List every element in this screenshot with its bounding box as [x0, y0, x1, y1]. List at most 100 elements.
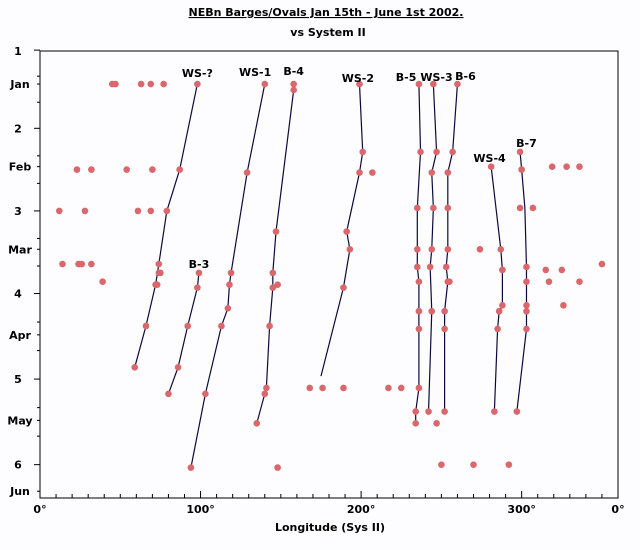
data-point: [505, 461, 513, 468]
data-point: [598, 260, 606, 268]
track-line: [167, 272, 200, 395]
data-point: [548, 163, 556, 170]
track-label: B-6: [455, 70, 476, 83]
x-tick-label: 0°: [611, 503, 624, 516]
track-point: [184, 322, 192, 330]
y-number-label: 2: [14, 122, 22, 135]
track-point: [414, 204, 421, 212]
data-point: [78, 260, 86, 268]
data-point: [157, 269, 164, 277]
track-point: [444, 169, 452, 176]
plot-area: [39, 50, 619, 499]
track-point: [523, 278, 530, 286]
y-number-label: 6: [14, 459, 22, 472]
track-point: [415, 80, 423, 88]
track-point: [433, 148, 440, 156]
data-point: [123, 166, 130, 173]
track-point: [442, 263, 450, 271]
data-point: [99, 278, 106, 286]
track-point: [441, 307, 448, 315]
track-point: [176, 166, 183, 173]
y-month-label: Mar: [8, 243, 32, 256]
track-point: [174, 363, 182, 371]
y-month-label: Apr: [9, 329, 31, 342]
data-point: [446, 278, 453, 286]
data-point: [319, 384, 326, 392]
track-point: [441, 325, 448, 333]
y-number-label: 5: [14, 373, 22, 386]
data-point: [529, 204, 537, 212]
track-line: [490, 166, 503, 412]
data-point: [149, 166, 156, 173]
chart-title: NEBn Barges/Ovals Jan 15th - June 1st 20…: [189, 6, 464, 19]
x-tick-label: 0°: [33, 503, 46, 516]
track-point: [425, 408, 432, 415]
x-tick-label: 300°: [507, 503, 535, 516]
track-label: WS-2: [342, 72, 374, 85]
x-axis-label: Longitude (Sys II): [275, 521, 385, 534]
track-point: [343, 228, 350, 235]
track-point: [415, 384, 423, 392]
data-point: [563, 163, 570, 170]
track-point: [417, 148, 424, 156]
track-point: [430, 204, 437, 212]
track-point: [266, 322, 273, 330]
track-point: [518, 166, 525, 173]
data-point: [306, 384, 314, 392]
track-point: [163, 207, 171, 215]
track-point: [516, 148, 524, 156]
track-point: [428, 307, 436, 315]
y-number-label: 1: [14, 45, 22, 58]
track-point: [412, 408, 420, 415]
x-tick-label: 200°: [347, 503, 375, 516]
track-point: [523, 263, 530, 271]
track-point: [142, 322, 150, 330]
data-point: [433, 420, 440, 427]
track-point: [261, 80, 269, 88]
track-line: [444, 84, 459, 412]
data-point: [137, 80, 145, 88]
y-number-label: 4: [14, 288, 22, 301]
track-label: B-5: [396, 71, 417, 84]
track-point: [290, 80, 297, 88]
y-month-label: Jun: [9, 485, 30, 498]
track-point: [499, 302, 506, 309]
y-month-label: Jan: [9, 78, 29, 91]
track-point: [253, 420, 261, 427]
data-point: [438, 461, 445, 468]
data-point: [470, 461, 477, 468]
track-point: [444, 204, 452, 212]
data-point: [147, 80, 155, 88]
track-point: [269, 269, 277, 277]
track-point: [227, 269, 235, 277]
data-point: [81, 207, 89, 215]
track-point: [412, 420, 420, 427]
track-point: [187, 464, 195, 471]
track-point: [449, 148, 456, 156]
data-point: [134, 207, 142, 215]
track-point: [226, 281, 233, 288]
track-point: [165, 390, 172, 398]
y-month-label: Feb: [9, 161, 32, 174]
data-point: [558, 266, 566, 274]
track-point: [263, 384, 270, 392]
track-point: [428, 245, 436, 253]
track-point: [356, 169, 363, 176]
data-point: [274, 464, 281, 471]
track-point: [415, 325, 423, 333]
track-point: [426, 263, 434, 271]
track-point: [218, 322, 225, 330]
data-point: [516, 204, 524, 212]
track-label: WS-4: [473, 152, 506, 165]
track-label: WS-1: [239, 66, 271, 79]
track-label: WS-3: [420, 71, 452, 84]
data-point: [55, 207, 63, 215]
track-point: [454, 80, 461, 88]
track-line: [320, 84, 364, 377]
track-point: [497, 245, 505, 253]
track-point: [523, 325, 530, 333]
track-point: [523, 302, 530, 309]
y-month-label: May: [7, 414, 32, 427]
data-point: [476, 245, 484, 253]
track-point: [491, 408, 498, 415]
